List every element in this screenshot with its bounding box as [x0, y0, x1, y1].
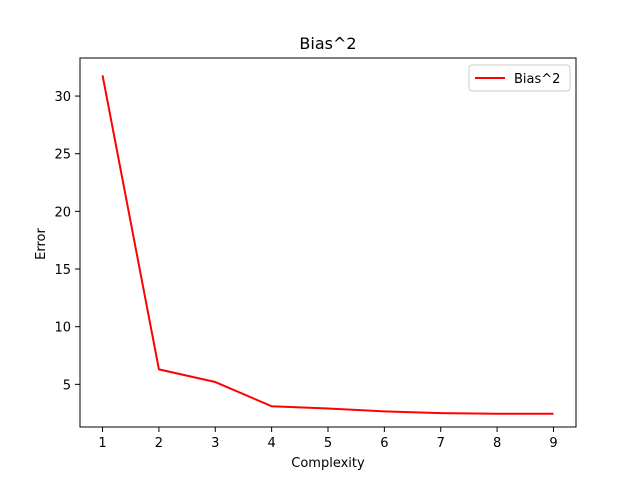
- x-tick-label: 1: [98, 436, 106, 451]
- x-tick-label: 4: [267, 436, 275, 451]
- x-tick-label: 3: [211, 436, 219, 451]
- x-tick-label: 2: [155, 436, 163, 451]
- x-tick-label: 5: [324, 436, 332, 451]
- x-axis-label: Complexity: [291, 456, 365, 471]
- plot-frame: [79, 57, 577, 428]
- legend-box: [468, 64, 571, 92]
- x-tick-label: 7: [437, 436, 445, 451]
- chart-title: Bias^2: [299, 34, 356, 53]
- x-tick-label: 6: [380, 436, 388, 451]
- y-axis-ticks: 5 10 15 20 25 30: [54, 90, 80, 393]
- y-tick-label: 5: [63, 378, 71, 393]
- y-tick-label: 30: [54, 90, 71, 105]
- plot-area: [80, 58, 576, 427]
- y-tick-label: 15: [54, 263, 71, 278]
- x-axis-ticks: 1 2 3 4 5 6 7 8 9: [98, 427, 558, 451]
- y-tick-label: 25: [54, 148, 71, 163]
- y-axis-label: Error: [34, 228, 49, 260]
- legend: Bias^2: [468, 64, 571, 92]
- series-line-1: [101, 75, 554, 415]
- x-tick-label: 8: [493, 436, 501, 451]
- y-tick-label: 20: [54, 205, 71, 220]
- y-tick-label: 10: [54, 321, 71, 336]
- x-tick-label: 9: [549, 436, 557, 451]
- legend-label: Bias^2: [514, 72, 560, 87]
- series-layer: [101, 75, 554, 415]
